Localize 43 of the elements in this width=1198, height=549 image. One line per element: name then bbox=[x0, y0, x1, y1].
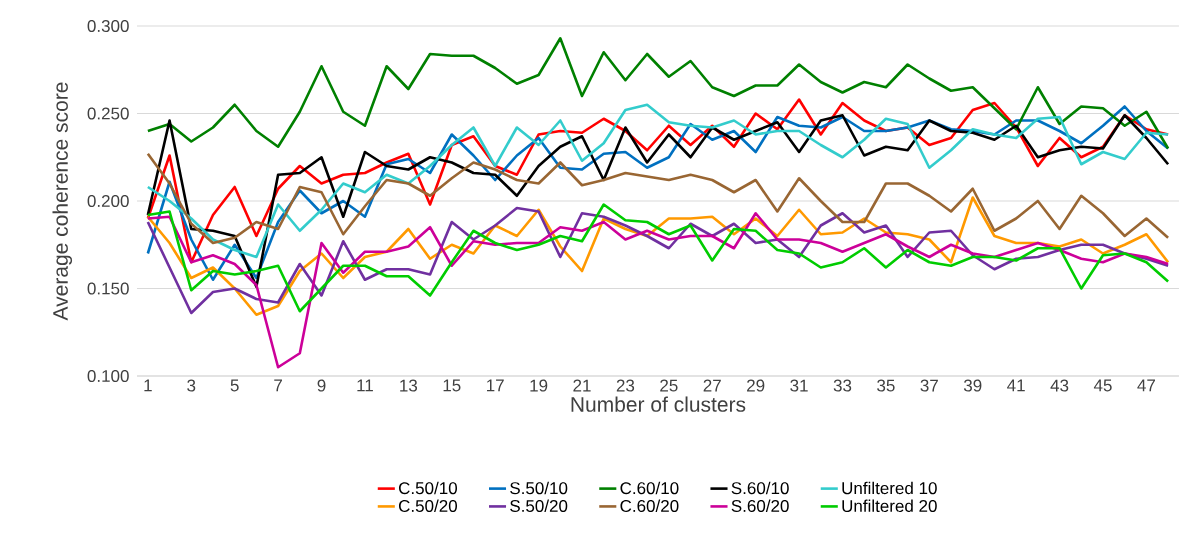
x-tick-label: 43 bbox=[1050, 379, 1069, 392]
y-tick-label: 0.100 bbox=[87, 369, 129, 383]
legend-label: Unfiltered 20 bbox=[842, 499, 937, 513]
x-tick-label: 37 bbox=[920, 379, 938, 392]
y-tick-label: 0.300 bbox=[87, 19, 129, 33]
x-tick-label: 39 bbox=[963, 379, 982, 392]
legend-label: S.50/20 bbox=[510, 499, 568, 513]
x-tick-label: 25 bbox=[660, 379, 678, 392]
x-tick-label: 11 bbox=[357, 379, 373, 392]
legend-label: S.60/10 bbox=[731, 481, 789, 495]
x-tick-label: 3 bbox=[187, 379, 196, 392]
line-series bbox=[146, 152, 1170, 245]
y-tick-label: 0.200 bbox=[87, 194, 129, 208]
legend-label: S.60/20 bbox=[731, 499, 789, 513]
x-tick-label: 1 bbox=[144, 379, 152, 392]
x-tick-label: 17 bbox=[487, 379, 504, 392]
x-tick-label: 21 bbox=[573, 379, 591, 392]
legend-label: C.60/20 bbox=[620, 499, 679, 513]
x-tick-label: 13 bbox=[400, 379, 418, 392]
x-axis-title: Number of clusters bbox=[571, 396, 746, 412]
x-tick-label: 7 bbox=[274, 379, 282, 392]
x-tick-label: 31 bbox=[790, 379, 808, 392]
x-tick-label: 29 bbox=[747, 379, 765, 392]
x-tick-label: 45 bbox=[1093, 379, 1112, 392]
x-tick-label: 33 bbox=[833, 379, 852, 392]
x-tick-label: 47 bbox=[1137, 379, 1155, 392]
x-tick-label: 5 bbox=[230, 379, 239, 392]
legend-label: S.50/10 bbox=[510, 481, 568, 495]
x-tick-label: 35 bbox=[877, 379, 895, 392]
y-axis-title: Average coherence score bbox=[52, 82, 73, 321]
legend-label: C.50/20 bbox=[398, 499, 458, 513]
x-tick-label: 41 bbox=[1007, 379, 1025, 392]
y-tick-label: 0.250 bbox=[87, 107, 129, 120]
legend-label: C.60/10 bbox=[620, 481, 679, 495]
line-series bbox=[146, 36, 1170, 150]
x-tick-label: 23 bbox=[616, 379, 635, 392]
x-tick-label: 15 bbox=[443, 379, 461, 392]
y-tick-label: 0.150 bbox=[87, 282, 129, 295]
x-tick-label: 27 bbox=[703, 379, 721, 392]
legend-label: Unfiltered 10 bbox=[842, 481, 937, 495]
legend-label: C.50/10 bbox=[398, 481, 458, 495]
x-tick-label: 9 bbox=[317, 379, 326, 392]
x-tick-label: 19 bbox=[530, 379, 548, 392]
